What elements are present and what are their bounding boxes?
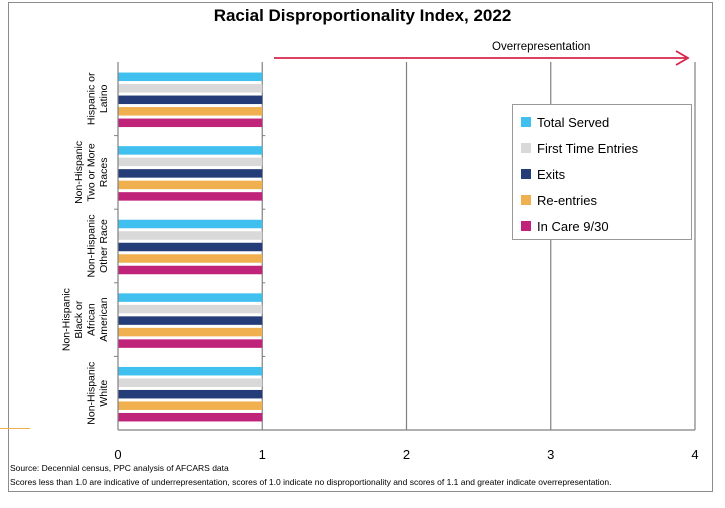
- category-label-line: Non-Hispanic: [85, 214, 97, 277]
- bar-re-entries: [118, 180, 263, 190]
- bar-exits: [118, 169, 263, 178]
- category-label: Non-Hispanic White: [85, 362, 110, 425]
- legend-label: Re-entries: [537, 192, 597, 208]
- legend-swatch: [521, 169, 531, 179]
- legend-item: Total Served: [521, 109, 691, 135]
- category-label-line: Races: [98, 158, 110, 188]
- axes: [114, 62, 695, 431]
- arrow-annotation: Overrepresentation: [492, 41, 590, 53]
- decorative-line: [0, 428, 30, 429]
- category-label-line: Hispanic or: [85, 72, 97, 125]
- overrepresentation-arrow: Overrepresentation: [274, 41, 690, 66]
- category-label-line: Two or More: [85, 143, 97, 202]
- category-label: Non-Hispanic Black or African American: [60, 288, 110, 351]
- legend-label: In Care 9/30: [537, 218, 609, 234]
- bar-in-care-9-30: [118, 412, 263, 422]
- bar-in-care-9-30: [118, 339, 263, 348]
- bar-in-care-9-30: [118, 265, 263, 275]
- chart-title: Racial Disproportionality Index, 2022: [213, 6, 512, 25]
- bar-re-entries: [118, 107, 263, 116]
- bar-total-served: [118, 366, 263, 376]
- x-tick-label: 1: [259, 447, 266, 462]
- bar-total-served: [118, 146, 263, 155]
- category-label: Non-Hispanic Other Race: [85, 214, 110, 277]
- bar-total-served: [118, 219, 263, 229]
- category-label-line: Latino: [98, 84, 110, 113]
- bar-total-served: [118, 72, 263, 82]
- bar-first-time-entries: [118, 231, 263, 240]
- bar-total-served: [118, 293, 263, 302]
- category-label-line: Other Race: [98, 219, 110, 273]
- category-label-line: Non-Hispanic: [85, 362, 97, 425]
- legend: Total Served First Time Entries Exits Re-en…: [512, 104, 692, 240]
- category-label: Hispanic or Latino: [85, 72, 110, 125]
- legend-swatch: [521, 143, 531, 153]
- legend-label: Exits: [537, 166, 566, 182]
- bar-in-care-9-30: [118, 192, 263, 201]
- category-label-line: Non-Hispanic: [73, 141, 85, 204]
- bar-first-time-entries: [118, 304, 263, 314]
- legend-swatch: [521, 117, 531, 127]
- bar-first-time-entries: [118, 84, 263, 93]
- arrow-head: [675, 50, 690, 66]
- bar-exits: [118, 389, 263, 399]
- bar-exits: [118, 316, 263, 325]
- category-label-line: American: [98, 297, 110, 342]
- bar-re-entries: [118, 327, 263, 337]
- category-label-line: White: [98, 380, 110, 407]
- bar-exits: [118, 95, 263, 105]
- legend-item: First Time Entries: [521, 135, 691, 161]
- bar-re-entries: [118, 401, 263, 410]
- bars: [118, 72, 263, 422]
- bar-first-time-entries: [118, 378, 263, 387]
- x-tick-label: 2: [403, 447, 410, 462]
- legend-item: In Care 9/30: [521, 213, 691, 239]
- x-tick-label: 0: [114, 447, 121, 462]
- category-label: Non-Hispanic Two or More Races: [73, 141, 110, 204]
- legend-label: Total Served: [537, 114, 610, 130]
- bar-re-entries: [118, 254, 263, 263]
- bar-exits: [118, 242, 263, 252]
- legend-swatch: [521, 221, 531, 231]
- legend-item: Re-entries: [521, 187, 691, 213]
- x-tick-labels: 0 1 2 3 4: [114, 447, 698, 462]
- x-tick-label: 3: [547, 447, 554, 462]
- category-label-line: Black or: [73, 300, 85, 338]
- bar-in-care-9-30: [118, 118, 263, 128]
- footnote: Scores less than 1.0 are indicative of u…: [10, 477, 612, 487]
- legend-swatch: [521, 195, 531, 205]
- source-note: Source: Decennial census, PPC analysis o…: [10, 463, 229, 473]
- category-label-line: Non-Hispanic: [60, 288, 72, 351]
- category-label-line: African: [85, 303, 97, 336]
- legend-label: First Time Entries: [537, 140, 639, 156]
- bar-first-time-entries: [118, 157, 263, 167]
- legend-item: Exits: [521, 161, 691, 187]
- x-tick-label: 4: [691, 447, 698, 462]
